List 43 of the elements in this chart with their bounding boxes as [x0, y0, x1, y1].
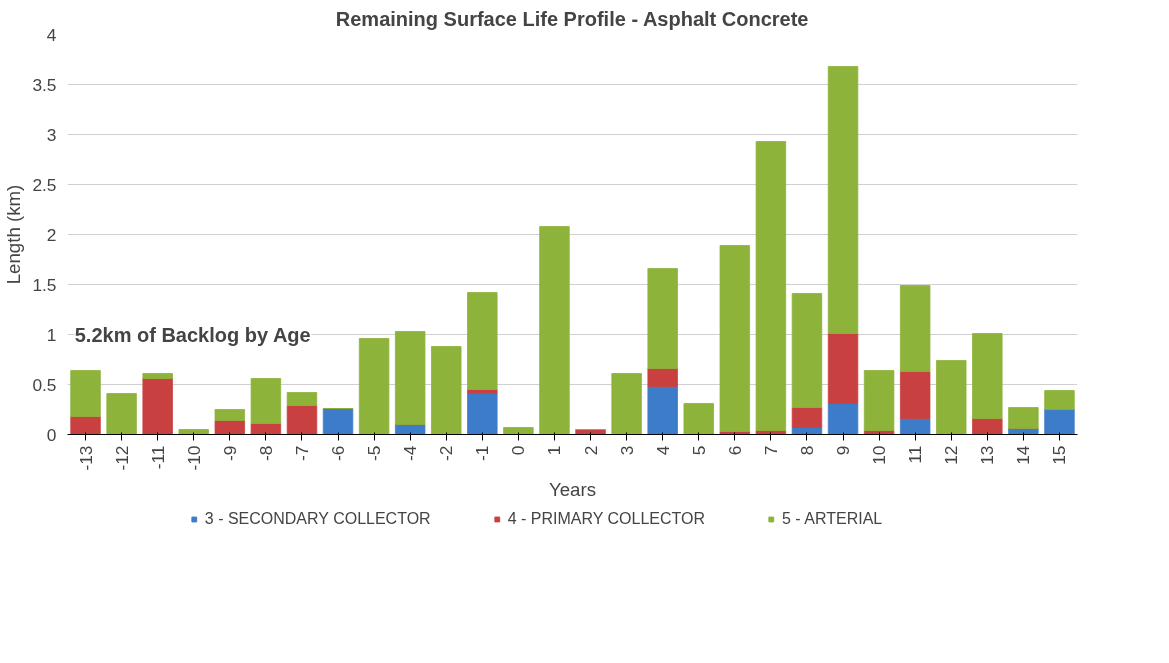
y-tick-label: 2: [46, 224, 57, 245]
y-tick-label: 1: [46, 324, 57, 345]
legend-label: 5 - ARTERIAL: [782, 510, 883, 528]
y-tick-label: 4: [46, 24, 57, 45]
annotation: 5.2km of Backlog by Age: [74, 323, 311, 346]
chart-title: Remaining Surface Life Profile - Asphalt Concrete: [335, 7, 809, 30]
x-tick-label: 13: [977, 445, 998, 465]
x-tick-label: 5: [688, 445, 709, 456]
x-tick-label: 0: [508, 445, 529, 456]
x-tick-label: -1: [472, 445, 493, 461]
x-tick-label: -8: [255, 445, 276, 461]
x-tick-label: -7: [291, 445, 312, 461]
x-tick-label: 1: [544, 445, 565, 456]
x-tick-label: -6: [328, 445, 349, 461]
x-tick-label: 3: [616, 445, 637, 456]
x-tick-label: 8: [796, 445, 817, 456]
y-tick-label: 1.5: [32, 274, 57, 295]
x-tick-label: 10: [869, 445, 890, 465]
x-tick-label: -2: [436, 445, 457, 461]
y-tick-label: 2.5: [32, 174, 57, 195]
x-axis-title: Years: [548, 478, 597, 500]
legend-label: 4 - PRIMARY COLLECTOR: [507, 510, 706, 528]
x-tick-label: -12: [111, 445, 132, 471]
x-tick-label: -9: [219, 445, 240, 461]
x-tick-label: -5: [364, 445, 385, 461]
x-tick-label: 11: [905, 445, 926, 464]
x-tick-label: 15: [1049, 445, 1070, 465]
x-tick-label: 4: [652, 445, 673, 456]
x-tick-label: 7: [760, 445, 781, 456]
y-tick-label: 3.5: [32, 74, 57, 95]
x-tick-label: -4: [400, 445, 421, 461]
x-tick-label: 14: [1013, 445, 1034, 465]
x-tick-label: -10: [183, 445, 204, 471]
legend-label: 3 - SECONDARY COLLECTOR: [204, 510, 431, 528]
x-tick-label: 2: [580, 445, 601, 456]
y-tick-label: 0.5: [32, 374, 57, 395]
x-tick-label: 12: [941, 445, 962, 465]
x-tick-label: -11: [147, 445, 168, 470]
y-axis-title: Length (km): [3, 184, 25, 285]
x-tick-label: -13: [75, 445, 96, 471]
x-tick-label: 9: [833, 445, 854, 456]
y-tick-label: 3: [46, 124, 57, 145]
x-tick-label: 6: [724, 445, 745, 456]
